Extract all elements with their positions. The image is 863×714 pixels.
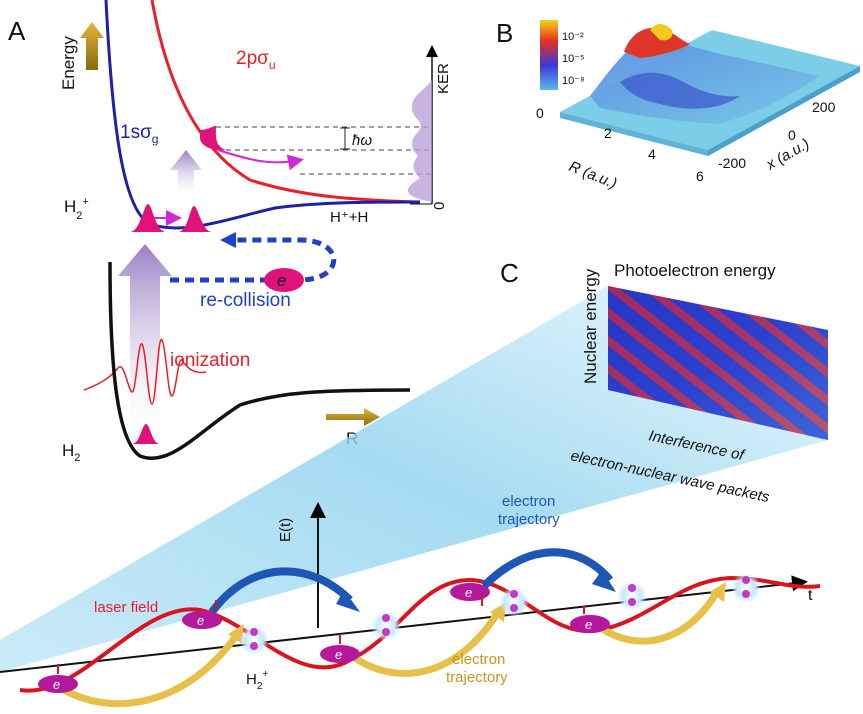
molecule-3 <box>499 587 529 617</box>
molecule-2 <box>371 611 401 641</box>
panel-c-letter: C <box>500 258 519 288</box>
curve-2psigma-u <box>150 0 421 204</box>
ionization-arrow <box>118 244 172 434</box>
dissociation-limit-label: H⁺+H <box>330 209 368 226</box>
panel-c-h2plus-label: H2+ <box>246 669 268 692</box>
molecule-5 <box>731 573 761 603</box>
ker-zero-label: 0 <box>431 202 448 210</box>
h2-ground-curve <box>108 261 411 460</box>
dissociation-arrow <box>217 149 304 171</box>
panel-b-letter: B <box>496 18 513 48</box>
field-axis-label: E(t) <box>277 518 294 542</box>
x-tick-200: 200 <box>812 99 836 115</box>
electron-trajectory-bottom-line1: electron <box>452 651 505 668</box>
ionization-label: ionization <box>170 350 250 371</box>
svg-text:e: e <box>335 647 342 662</box>
panel-b-r-axis-label: R (a.u.) <box>567 158 620 192</box>
ker-spectrum <box>407 80 432 202</box>
h2-label: H2 <box>62 441 80 464</box>
x-tick-0: 0 <box>788 127 796 143</box>
electron-5: e <box>570 615 610 633</box>
surface-peak <box>624 27 690 58</box>
r-tick-6: 6 <box>696 168 704 184</box>
r-tick-0: 0 <box>536 105 544 121</box>
electron-trajectory-gold-1 <box>62 633 239 708</box>
excitation-arrow <box>170 150 202 196</box>
hbar-omega-label: ħω <box>352 132 372 149</box>
electron-trajectory-top-line1: electron <box>502 493 555 510</box>
colorbar-tick-1: 10⁻² <box>562 31 584 43</box>
electron-icon <box>264 268 304 292</box>
h2plus-label: H2+ <box>64 196 89 222</box>
x-tick-neg200: -200 <box>718 155 746 171</box>
recollision-path <box>170 237 337 283</box>
nuclear-energy-label: Nuclear energy <box>581 268 600 384</box>
colorbar <box>540 20 558 90</box>
laser-field-label: laser field <box>94 599 158 616</box>
recollision-arrowhead <box>220 232 236 248</box>
r-tick-2: 2 <box>604 125 612 141</box>
electron-trajectory-gold-2 <box>349 610 501 677</box>
energy-axis-label: Energy <box>59 36 78 90</box>
svg-text:e: e <box>465 585 472 600</box>
electron-4: e <box>450 583 490 601</box>
colorbar-tick-3: 10⁻⁸ <box>562 75 585 87</box>
panel-b: B 10⁻² 10⁻⁵ 10⁻⁸ 0 2 4 6 R (a.u.) 200 0 … <box>496 18 860 192</box>
electron-1: e <box>38 675 78 693</box>
svg-text:e: e <box>53 677 60 692</box>
svg-text:e: e <box>197 613 204 628</box>
surface-bumps <box>590 39 820 124</box>
molecule-4 <box>617 581 647 611</box>
panel-a-letter: A <box>8 16 26 46</box>
wavepacket-dissociating <box>200 126 226 151</box>
electron-trajectory-blue-2 <box>481 548 614 589</box>
electron-symbol: e <box>277 271 286 290</box>
svg-text:e: e <box>585 617 592 632</box>
curve-1ssigma-g-label: 1sσg <box>120 122 158 146</box>
panel-a: A Energy 2pσu 1sσg H2+ ħω KER 0 <box>8 0 452 464</box>
curve-1ssigma-g <box>104 0 421 230</box>
laser-pulse <box>83 339 207 405</box>
energy-arrow-icon <box>80 22 104 70</box>
ground-wavepacket <box>132 424 160 444</box>
electron-trajectory-bottom-line2: trajectory <box>446 669 508 686</box>
colorbar-tick-2: 10⁻⁵ <box>562 53 585 65</box>
r-axis-arrow-icon <box>326 408 380 426</box>
ker-axis-label: KER <box>435 63 452 94</box>
time-axis-label: t <box>808 587 813 604</box>
wavepacket-right <box>178 206 212 232</box>
electron-2: e <box>182 611 222 629</box>
electron-trajectory-gold-3 <box>595 588 722 645</box>
curve-2psigma-u-label: 2pσu <box>236 48 276 72</box>
electron-trajectory-blue-1 <box>208 567 353 615</box>
laser-field-wave <box>19 575 821 693</box>
electron-trajectory-top-line2: trajectory <box>498 511 560 528</box>
recollision-label: re-collision <box>200 290 291 311</box>
photoelectron-energy-label: Photoelectron energy <box>614 261 776 280</box>
wavepacket-left <box>130 204 166 232</box>
molecule-1 <box>239 625 269 655</box>
r-tick-4: 4 <box>648 146 656 162</box>
panel-c: C Photoelectron energy Nuclear energy In… <box>0 258 828 708</box>
electron-3: e <box>320 645 360 663</box>
